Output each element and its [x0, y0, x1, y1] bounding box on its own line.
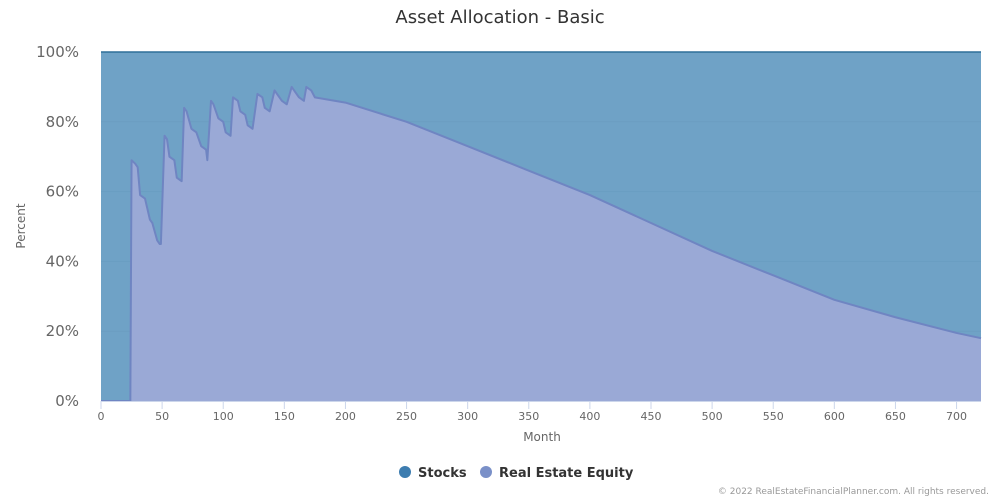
x-tick-label: 700 — [946, 410, 967, 423]
y-tick-label: 100% — [36, 43, 79, 61]
y-axis-title: Percent — [14, 203, 28, 248]
x-tick-label: 500 — [702, 410, 723, 423]
x-tick-label: 650 — [885, 410, 906, 423]
x-tick-label: 550 — [763, 410, 784, 423]
x-tick-label: 150 — [274, 410, 295, 423]
axes: 0% 20% 40% 60% 80% 100% 0 50 100 150 200 250 300 350 4… — [36, 43, 981, 423]
credit-text: © 2022 RealEstateFinancialPlanner.com. A… — [718, 487, 989, 497]
legend-marker — [480, 466, 492, 478]
x-tick-label: 450 — [641, 410, 662, 423]
y-tick-label: 0% — [55, 392, 79, 410]
series-area-real-estate-equity — [101, 86, 981, 402]
x-axis-title: Month — [523, 430, 561, 444]
legend: Stocks Real Estate Equity — [399, 466, 634, 481]
legend-label: Stocks — [418, 466, 467, 481]
chart-title: Asset Allocation - Basic — [395, 7, 604, 28]
legend-marker — [399, 466, 411, 478]
legend-item-real-estate-equity[interactable]: Real Estate Equity — [480, 466, 634, 481]
x-tick-label: 200 — [335, 410, 356, 423]
y-tick-label: 80% — [46, 113, 79, 131]
x-tick-label: 50 — [155, 410, 169, 423]
y-tick-label: 60% — [46, 183, 79, 201]
legend-item-stocks[interactable]: Stocks — [399, 466, 467, 481]
plot-area — [101, 51, 982, 402]
x-tick-label: 300 — [457, 410, 478, 423]
x-tick-label: 100 — [213, 410, 234, 423]
x-tick-label: 0 — [98, 410, 105, 423]
x-tick-label: 600 — [824, 410, 845, 423]
legend-label: Real Estate Equity — [499, 466, 634, 481]
y-tick-label: 40% — [46, 252, 79, 270]
x-tick-label: 400 — [579, 410, 600, 423]
x-tick-label: 350 — [518, 410, 539, 423]
y-tick-label: 20% — [46, 322, 79, 340]
series-line-real-estate-equity — [101, 85, 982, 402]
x-tick-label: 250 — [396, 410, 417, 423]
